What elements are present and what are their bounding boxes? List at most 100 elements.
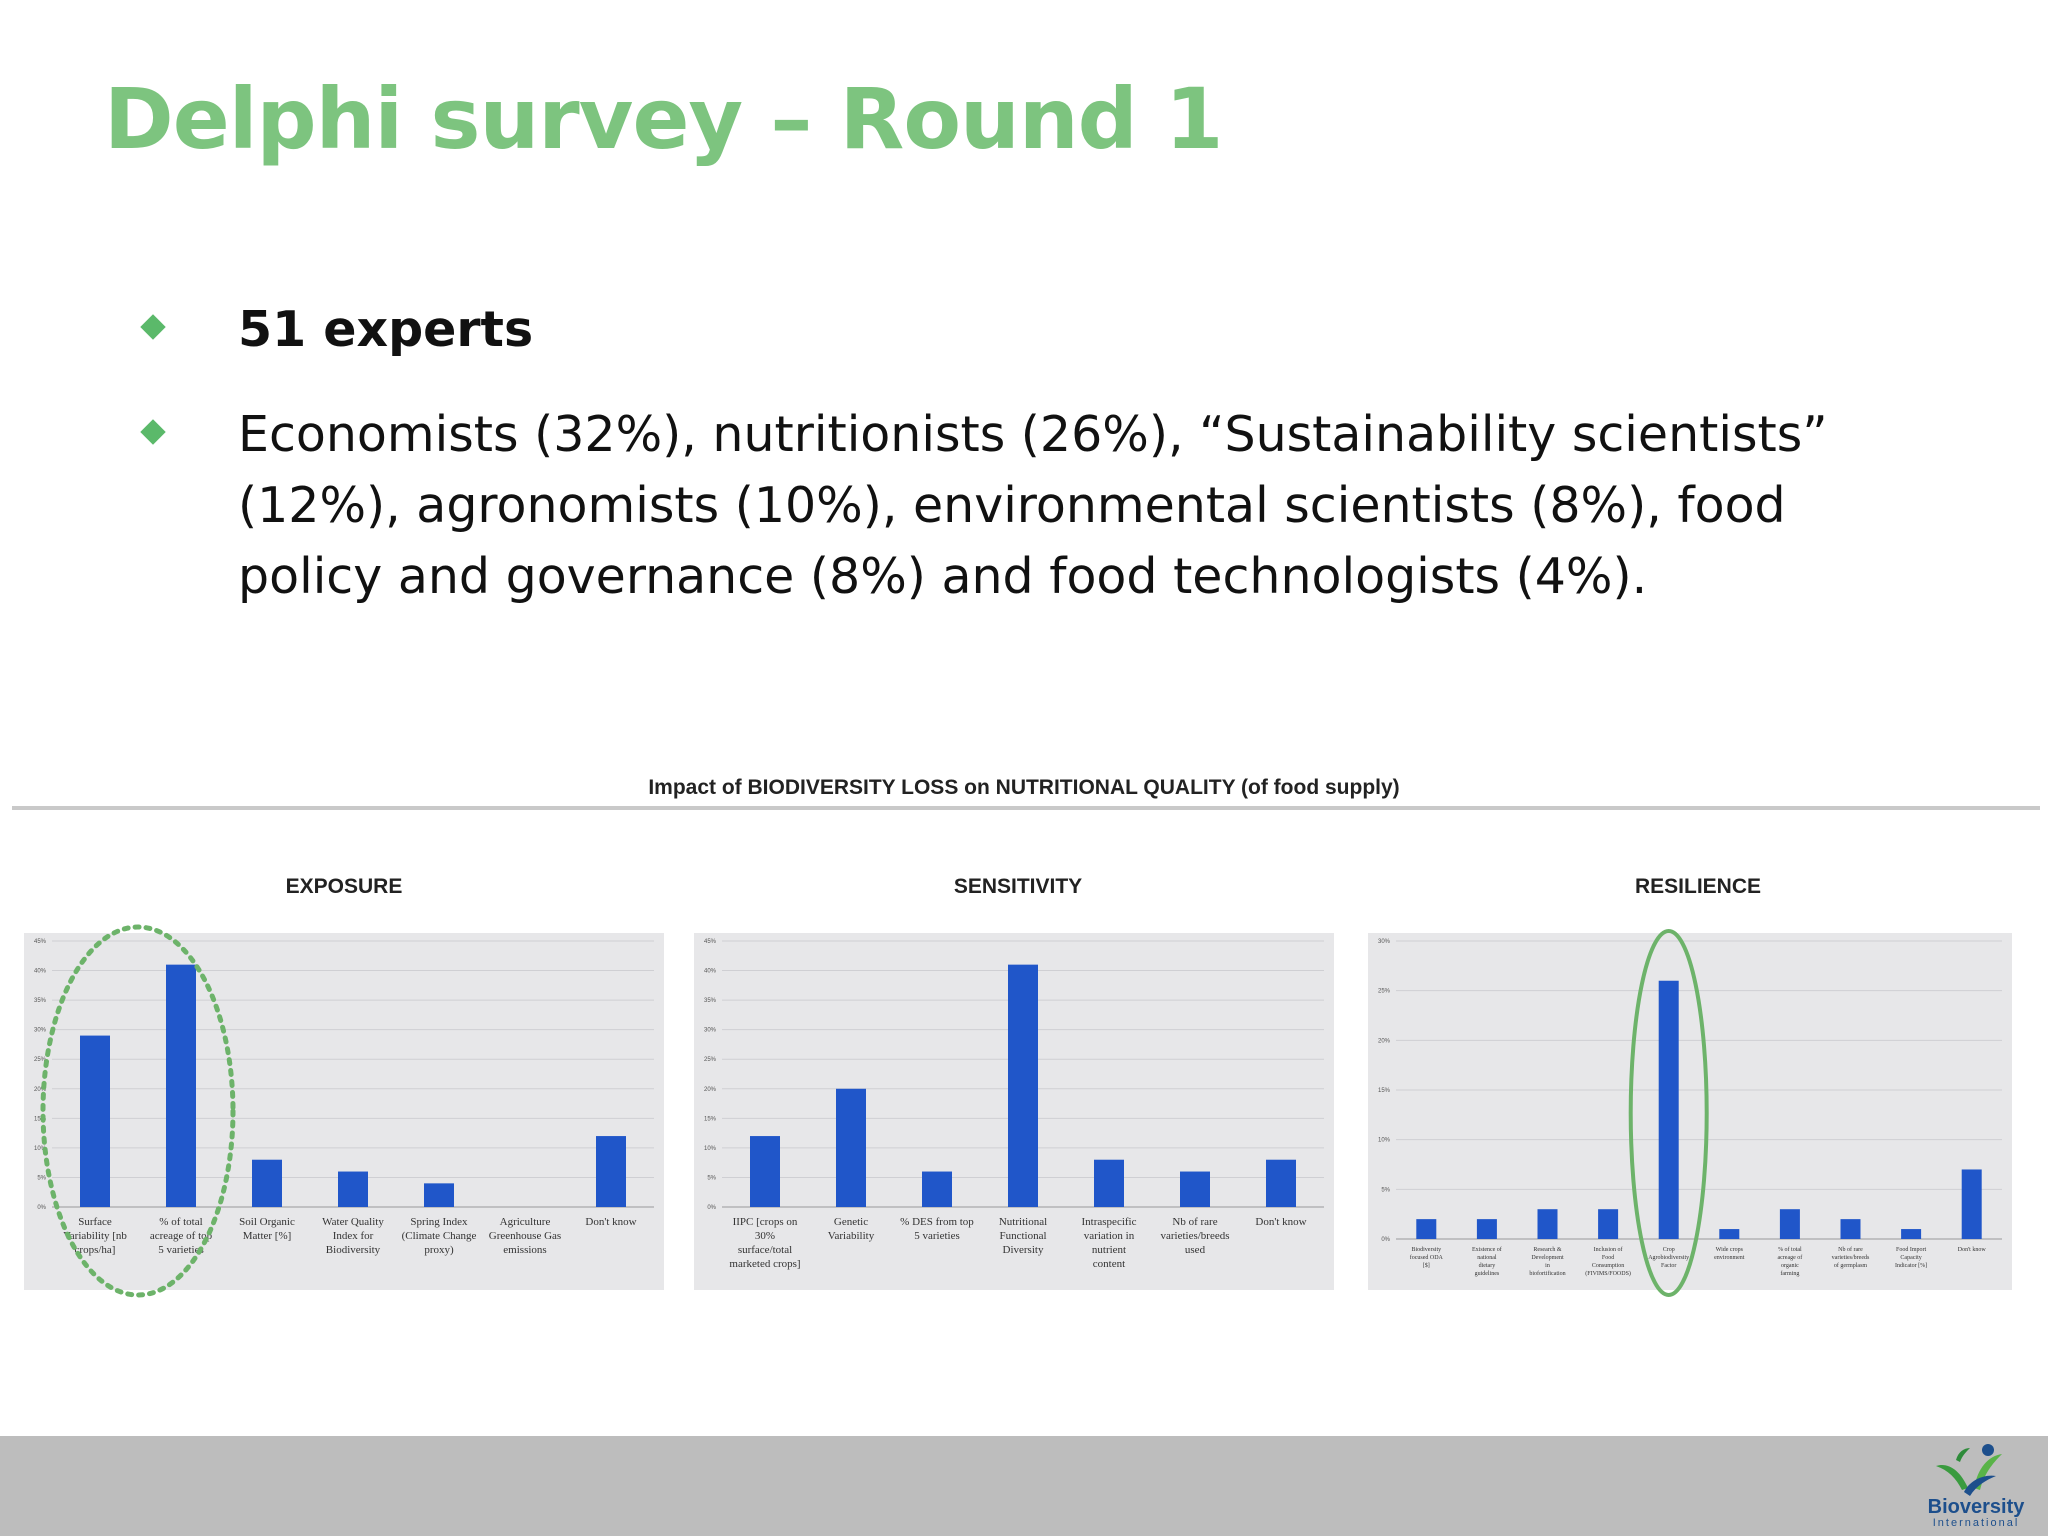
- y-tick-label: 5%: [37, 1175, 46, 1181]
- x-tick-label-line: 30%: [755, 1230, 775, 1242]
- x-tick-label-line: Nutritional: [999, 1216, 1047, 1228]
- x-tick-label-line: nutrient: [1092, 1244, 1126, 1256]
- x-tick-label-line: acreage of top: [150, 1230, 213, 1242]
- y-tick-label: 0%: [1381, 1237, 1390, 1243]
- x-tick-label-line: biofortification: [1529, 1270, 1565, 1277]
- y-tick-label: 20%: [34, 1087, 47, 1093]
- x-tick-label: Soil Organic Matter [%]: [239, 1216, 295, 1242]
- y-tick-label: 20%: [1378, 1038, 1391, 1044]
- y-tick-label: 30%: [1378, 939, 1391, 945]
- x-tick-label-line: Greenhouse Gas: [489, 1230, 561, 1242]
- chart-title: SENSITIVITY: [954, 875, 1082, 898]
- bar: [1180, 1171, 1210, 1207]
- x-tick-label-line: varieties/breeds: [1832, 1255, 1870, 1261]
- bar: [1901, 1229, 1922, 1239]
- x-tick-label-line: Soil Organic: [239, 1216, 295, 1228]
- x-tick-label: Biodiversity focused ODA [$]: [1410, 1247, 1444, 1269]
- x-tick-label-line: in: [1545, 1263, 1550, 1269]
- y-tick-label: 5%: [1381, 1187, 1390, 1193]
- x-tick-label-line: organic: [1781, 1263, 1799, 1269]
- bar: [1537, 1209, 1558, 1239]
- bar: [1779, 1209, 1800, 1239]
- y-tick-label: 15%: [704, 1116, 717, 1122]
- bar: [1658, 980, 1679, 1239]
- x-tick-label-line: Inclusion of: [1594, 1246, 1623, 1253]
- bar: [424, 1183, 454, 1207]
- footer-bar: [0, 1436, 2048, 1536]
- x-tick-label: Water Quality Index for Biodiversity: [322, 1216, 384, 1256]
- bullet-item-experts: 51 experts: [136, 294, 1896, 365]
- bullet-item-disciplines: Economists (32%), nutritionists (26%), “…: [136, 399, 1896, 612]
- charts-canvas: EXPOSURE 0% 5% 10% 15% 20% 25% 30% 35% 40% 45% Surf…: [24, 875, 2012, 1298]
- y-tick-label: 30%: [34, 1028, 47, 1034]
- x-tick-label-line: [$]: [1423, 1262, 1430, 1269]
- x-tick-label: Don't know: [1958, 1247, 1987, 1253]
- x-tick-label-line: Development: [1531, 1255, 1564, 1261]
- y-tick-label: 10%: [1378, 1138, 1391, 1144]
- x-tick-label-line: Spring Index: [410, 1216, 468, 1228]
- x-tick-label-line: Indicator [%]: [1895, 1263, 1927, 1269]
- bar: [1008, 964, 1038, 1207]
- x-tick-label: Agriculture Greenhouse Gas emissions: [489, 1216, 561, 1256]
- y-tick-label: 40%: [704, 969, 717, 975]
- x-tick-label: Inclusion of Food Consumption (FIVIMS/FOODS…: [1585, 1246, 1631, 1277]
- x-tick-label-line: % DES from top: [900, 1216, 974, 1228]
- bar: [1416, 1219, 1437, 1239]
- x-tick-label-line: used: [1185, 1244, 1206, 1256]
- x-tick-label-line: Water Quality: [322, 1216, 384, 1228]
- x-tick-label: % of total acreage of organic farming: [1777, 1246, 1802, 1277]
- y-tick-label: 45%: [34, 939, 47, 945]
- chart-title: EXPOSURE: [286, 875, 403, 898]
- y-tick-label: 25%: [34, 1057, 47, 1063]
- x-tick-label-line: Nb of rare: [1838, 1246, 1863, 1253]
- bar: [1840, 1219, 1861, 1239]
- bar: [166, 964, 196, 1207]
- x-tick-label: IIPC [crops on 30% surface/total marketed c…: [729, 1216, 800, 1270]
- x-tick-label-line: focused ODA: [1410, 1254, 1444, 1261]
- x-tick-label-line: Variability: [828, 1230, 875, 1242]
- y-tick-label: 35%: [704, 998, 717, 1004]
- x-tick-label-line: % of total: [1778, 1246, 1802, 1253]
- x-tick-label-line: Consumption: [1592, 1263, 1624, 1269]
- x-tick-label-line: IIPC [crops on: [733, 1216, 798, 1228]
- x-tick-label-line: Functional: [999, 1230, 1046, 1242]
- y-tick-label: 15%: [34, 1116, 47, 1122]
- x-tick-label-line: Existence of: [1472, 1246, 1502, 1253]
- x-tick-label: Existence of national dietary guidelines: [1472, 1246, 1502, 1277]
- bar: [1266, 1159, 1296, 1207]
- bar: [1719, 1229, 1740, 1239]
- x-tick-label-line: Variability [nb: [63, 1230, 127, 1242]
- x-tick-label-line: Agrobiodiversity: [1648, 1255, 1689, 1261]
- x-tick-label: Nb of rare varieties/breeds of germplasm: [1832, 1246, 1870, 1269]
- bullet-text: 51 experts: [238, 301, 534, 358]
- y-tick-label: 15%: [1378, 1088, 1391, 1094]
- x-tick-label-line: guidelines: [1475, 1271, 1500, 1277]
- bar: [1961, 1169, 1982, 1239]
- x-tick-label: % of total acreage of top 5 varieties: [150, 1216, 213, 1256]
- y-tick-label: 25%: [704, 1057, 717, 1063]
- x-tick-label: Crop Agrobiodiversity Factor: [1648, 1247, 1689, 1269]
- bioversity-logo-icon: [1936, 1444, 2002, 1496]
- x-tick-label-line: Diversity: [1003, 1244, 1044, 1256]
- x-tick-label-line: emissions: [503, 1244, 546, 1256]
- figure-divider: [12, 806, 2040, 810]
- bioversity-logo: Bioversity International: [1908, 1440, 2044, 1534]
- x-tick-label-line: Capacity: [1900, 1255, 1921, 1261]
- y-tick-label: 45%: [704, 939, 717, 945]
- highlight-ellipse: [40, 924, 236, 1298]
- y-tick-label: 10%: [704, 1146, 717, 1152]
- y-tick-label: 0%: [707, 1205, 716, 1211]
- x-tick-label-line: environment: [1714, 1255, 1745, 1261]
- x-tick-label-line: acreage of: [1777, 1254, 1802, 1261]
- x-tick-label-line: Biodiversity: [1411, 1247, 1441, 1253]
- chart-panel-exposure: EXPOSURE 0% 5% 10% 15% 20% 25% 30% 35% 40% 45% Surf…: [24, 875, 664, 1298]
- x-tick-label: Nutritional Functional Diversity: [999, 1216, 1047, 1256]
- x-tick-label-line: Index for: [333, 1230, 374, 1242]
- x-tick-label: Research & Development in biofortification: [1529, 1247, 1565, 1277]
- y-tick-label: 20%: [704, 1087, 717, 1093]
- bar: [1094, 1159, 1124, 1207]
- x-tick-label-line: Don't know: [1958, 1247, 1987, 1253]
- x-tick-label: Genetic Variability: [828, 1216, 875, 1242]
- bar: [1476, 1219, 1497, 1239]
- logo-name: Bioversity: [1927, 1496, 2025, 1518]
